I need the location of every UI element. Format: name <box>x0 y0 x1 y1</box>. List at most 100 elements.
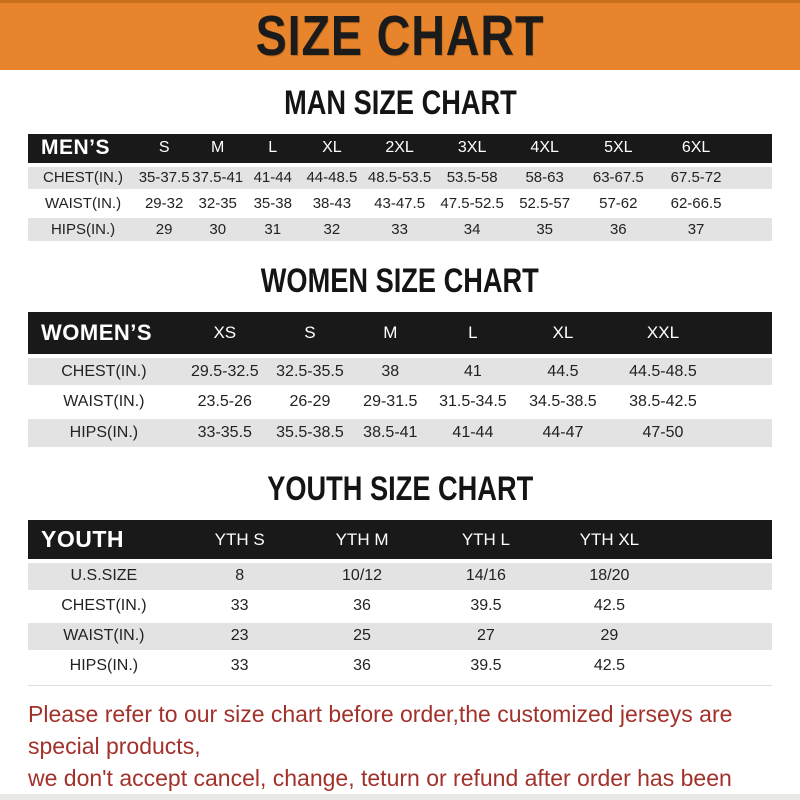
row-label: WAIST(IN.) <box>28 621 180 653</box>
filler-cell <box>715 311 772 358</box>
size-value-cell: 43-47.5 <box>363 190 436 219</box>
filler-cell <box>736 133 772 167</box>
size-column-header: 5XL <box>580 133 656 167</box>
size-value-cell: 32.5-35.5 <box>269 355 351 389</box>
size-column-header: M <box>190 133 246 167</box>
size-value-cell: 41-44 <box>245 164 301 193</box>
size-column-header: XXL <box>610 311 716 358</box>
size-column-header: S <box>138 133 191 167</box>
size-value-cell: 38-43 <box>300 190 364 219</box>
size-column-header: 6XL <box>655 133 737 167</box>
men-section-heading: MAN SIZE CHART <box>0 84 800 122</box>
size-column-header: L <box>430 311 516 358</box>
size-value-cell: 44-47 <box>515 417 611 451</box>
measurement-row: WAIST(IN.) 23 25 27 29 <box>28 621 772 653</box>
table-title: WOMEN’S <box>28 311 180 358</box>
size-value-cell: 10/12 <box>299 561 425 593</box>
measurement-row: CHEST(IN.) 33 36 39.5 42.5 <box>28 591 772 623</box>
filler-cell <box>736 190 772 219</box>
measurement-row: CHEST(IN.) 35-37.5 37.5-41 41-44 44-48.5 48.5… <box>28 164 772 193</box>
size-value-cell: 42.5 <box>547 651 672 683</box>
youth-section-heading-text: YOUTH SIZE CHART <box>267 470 533 509</box>
section-youth: YOUTH SIZE CHART YOUTH YTH S YTH M YTH L YTH… <box>0 472 800 686</box>
size-value-cell: 38.5-41 <box>350 417 431 451</box>
size-value-cell: 42.5 <box>547 591 672 623</box>
men-section-heading-text: MAN SIZE CHART <box>283 84 517 122</box>
size-column-header: XL <box>300 133 364 167</box>
size-value-cell: 58-63 <box>508 164 581 193</box>
size-value-cell: 53.5-58 <box>435 164 509 193</box>
size-value-cell: 32-35 <box>190 190 246 219</box>
size-value-cell: 44-48.5 <box>300 164 364 193</box>
filler-cell <box>736 216 772 245</box>
banner-title: SIZE CHART <box>255 4 545 68</box>
size-value-cell: 26-29 <box>269 386 351 420</box>
women-section-heading: WOMEN SIZE CHART <box>0 262 800 301</box>
filler-cell <box>736 164 772 193</box>
measurement-row: U.S.SIZE 8 10/12 14/16 18/20 <box>28 561 772 593</box>
size-value-cell: 52.5-57 <box>508 190 581 219</box>
size-column-header: YTH M <box>299 520 425 564</box>
banner: SIZE CHART <box>0 0 800 70</box>
size-value-cell: 29-32 <box>138 190 191 219</box>
size-header-row: WOMEN’S XS S M L XL XXL <box>28 311 772 358</box>
measurement-row: HIPS(IN.) 29 30 31 32 33 34 35 36 37 <box>28 216 772 245</box>
row-label: CHEST(IN.) <box>28 591 180 623</box>
size-value-cell: 67.5-72 <box>655 164 737 193</box>
size-column-header: 2XL <box>363 133 436 167</box>
size-value-cell: 35-37.5 <box>138 164 191 193</box>
size-column-header: XL <box>515 311 611 358</box>
filler-cell <box>715 417 772 451</box>
youth-section-heading: YOUTH SIZE CHART <box>0 472 800 508</box>
size-value-cell: 23 <box>179 621 300 653</box>
size-value-cell: 36 <box>580 216 656 245</box>
measurement-row: WAIST(IN.) 29-32 32-35 35-38 38-43 43-47.5 47.… <box>28 190 772 219</box>
size-value-cell: 8 <box>179 561 300 593</box>
filler-cell <box>715 386 772 420</box>
size-value-cell: 47.5-52.5 <box>435 190 509 219</box>
size-column-header: YTH S <box>179 520 300 564</box>
measurement-row: WAIST(IN.) 23.5-26 26-29 29-31.5 31.5-34.5 34… <box>28 386 772 420</box>
filler-cell <box>715 355 772 389</box>
row-label: CHEST(IN.) <box>28 164 139 193</box>
women-section-heading-text: WOMEN SIZE CHART <box>260 262 540 301</box>
size-column-header: L <box>245 133 301 167</box>
size-column-header: XS <box>179 311 270 358</box>
size-value-cell: 36 <box>299 651 425 683</box>
size-value-cell: 23.5-26 <box>179 386 270 420</box>
filler-cell <box>671 621 772 653</box>
size-column-header: M <box>350 311 431 358</box>
size-value-cell: 35 <box>508 216 581 245</box>
size-value-cell: 29-31.5 <box>350 386 431 420</box>
size-value-cell: 33 <box>363 216 436 245</box>
size-value-cell: 31.5-34.5 <box>430 386 516 420</box>
measurement-row: HIPS(IN.) 33-35.5 35.5-38.5 38.5-41 41-44 44-… <box>28 417 772 451</box>
size-value-cell: 31 <box>245 216 301 245</box>
disclaimer-line-1: Please refer to our size chart before or… <box>28 700 733 759</box>
size-value-cell: 38.5-42.5 <box>610 386 716 420</box>
section-men: MAN SIZE CHART MEN’S S M L XL 2XL 3XL 4XL 5XL 6XL… <box>0 84 800 245</box>
size-value-cell: 30 <box>190 216 246 245</box>
row-label: WAIST(IN.) <box>28 190 139 219</box>
table-title: YOUTH <box>28 520 180 564</box>
filler-cell <box>671 591 772 623</box>
size-column-header: 4XL <box>508 133 581 167</box>
size-value-cell: 25 <box>299 621 425 653</box>
men-size-table: MEN’S S M L XL 2XL 3XL 4XL 5XL 6XL CHEST(IN.) 35-37… <box>28 133 772 245</box>
size-value-cell: 44.5-48.5 <box>610 355 716 389</box>
size-value-cell: 29 <box>138 216 191 245</box>
size-value-cell: 37.5-41 <box>190 164 246 193</box>
size-column-header: YTH XL <box>547 520 672 564</box>
size-value-cell: 41-44 <box>430 417 516 451</box>
measurement-row: HIPS(IN.) 33 36 39.5 42.5 <box>28 651 772 683</box>
size-value-cell: 62-66.5 <box>655 190 737 219</box>
size-value-cell: 33 <box>179 651 300 683</box>
row-label: U.S.SIZE <box>28 561 180 593</box>
size-value-cell: 44.5 <box>515 355 611 389</box>
row-label: HIPS(IN.) <box>28 216 139 245</box>
row-label: CHEST(IN.) <box>28 355 180 389</box>
size-header-row: YOUTH YTH S YTH M YTH L YTH XL <box>28 520 772 564</box>
size-value-cell: 33-35.5 <box>179 417 270 451</box>
size-value-cell: 35-38 <box>245 190 301 219</box>
